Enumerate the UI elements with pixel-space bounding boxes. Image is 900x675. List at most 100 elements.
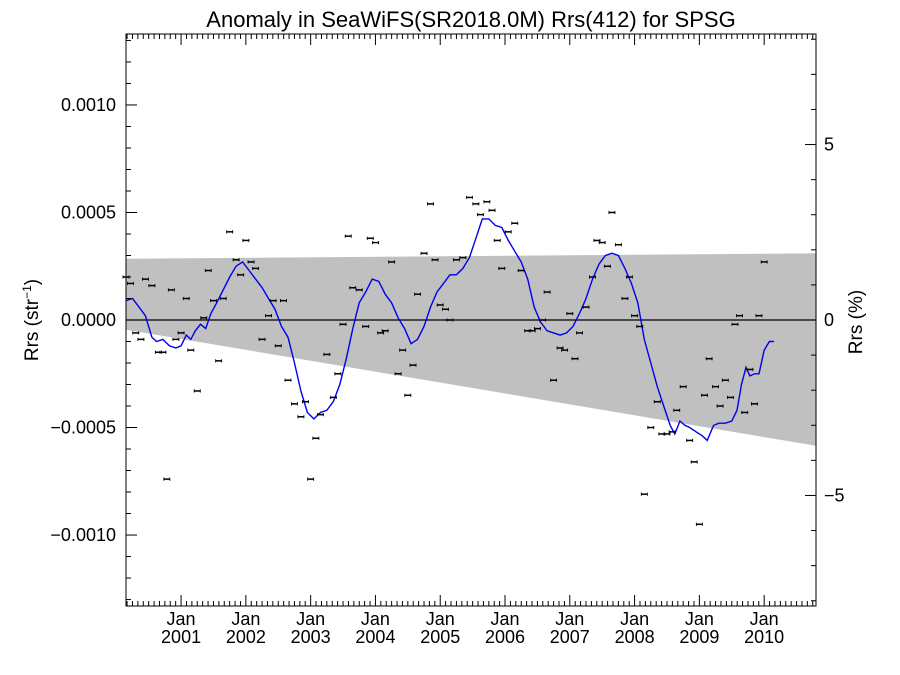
y-tick-label: −0.0010 xyxy=(50,525,116,545)
data-point xyxy=(167,288,175,292)
y2-axis-label: Rrs (%) xyxy=(846,290,867,354)
x-tick-month-label: Jan xyxy=(167,609,196,629)
data-point xyxy=(323,352,331,357)
data-point xyxy=(427,202,434,206)
data-point xyxy=(237,273,245,277)
data-point xyxy=(399,348,407,352)
data-point xyxy=(172,337,180,341)
data-point xyxy=(690,460,698,464)
data-point xyxy=(316,413,324,417)
data-point xyxy=(561,348,569,352)
data-point xyxy=(436,303,444,307)
data-point xyxy=(258,337,266,341)
data-point xyxy=(159,350,167,354)
data-point xyxy=(459,256,467,260)
data-point xyxy=(182,296,190,301)
data-point xyxy=(137,337,145,341)
data-point xyxy=(465,195,473,200)
data-point xyxy=(219,296,227,301)
data-point xyxy=(686,438,694,443)
data-point xyxy=(307,477,315,481)
data-point xyxy=(204,268,212,273)
data-point xyxy=(247,260,255,264)
data-point xyxy=(598,240,606,245)
data-point xyxy=(608,210,616,215)
y2-tick-label: −5 xyxy=(824,485,845,505)
chart-title: Anomaly in SeaWiFS(SR2018.0M) Rrs(412) f… xyxy=(206,7,735,32)
data-point xyxy=(362,324,370,329)
data-point xyxy=(127,281,134,286)
x-tick-month-label: Jan xyxy=(685,609,714,629)
data-point xyxy=(252,266,260,270)
x-tick-year-label: 2003 xyxy=(291,627,331,647)
data-point xyxy=(556,346,564,350)
data-point xyxy=(355,288,363,292)
data-point xyxy=(504,230,512,234)
data-point xyxy=(242,238,250,243)
y2-tick-label: 5 xyxy=(824,135,834,155)
y-tick-label: 0.0000 xyxy=(61,310,116,330)
data-point xyxy=(673,408,681,412)
data-point xyxy=(741,410,749,415)
x-tick-month-label: Jan xyxy=(231,609,260,629)
x-tick-year-label: 2006 xyxy=(485,627,525,647)
data-point xyxy=(344,234,352,238)
data-point xyxy=(476,213,484,217)
data-point xyxy=(349,286,357,290)
x-tick-year-label: 2001 xyxy=(161,627,201,647)
x-tick-month-label: Jan xyxy=(361,609,390,629)
data-point xyxy=(571,357,579,361)
data-point xyxy=(193,389,201,393)
data-point xyxy=(302,400,309,404)
data-point xyxy=(141,277,149,281)
data-point xyxy=(284,378,292,382)
data-point xyxy=(566,311,574,316)
data-point xyxy=(472,202,480,206)
data-point xyxy=(132,331,140,335)
data-point xyxy=(371,240,379,245)
data-point xyxy=(668,430,676,434)
data-point xyxy=(760,260,768,264)
x-tick-year-label: 2005 xyxy=(420,627,460,647)
data-point xyxy=(517,268,525,273)
data-point xyxy=(712,385,720,389)
data-point xyxy=(679,385,687,389)
data-point xyxy=(653,400,661,404)
x-tick-year-label: 2002 xyxy=(226,627,266,647)
data-point xyxy=(226,230,234,234)
data-point xyxy=(511,221,519,225)
data-point xyxy=(493,238,501,243)
x-tick-month-label: Jan xyxy=(555,609,584,629)
data-point xyxy=(381,329,389,333)
data-point xyxy=(232,258,240,262)
data-point xyxy=(751,402,758,406)
data-point xyxy=(377,331,385,335)
data-point xyxy=(414,292,421,296)
data-point xyxy=(420,251,428,255)
data-point xyxy=(334,372,342,376)
data-point xyxy=(539,318,547,322)
x-tick-month-label: Jan xyxy=(750,609,779,629)
data-point xyxy=(593,238,601,243)
data-point xyxy=(528,329,536,333)
data-point xyxy=(631,314,639,318)
data-point xyxy=(576,331,583,335)
data-point xyxy=(265,314,272,318)
data-point xyxy=(394,372,402,376)
data-point xyxy=(409,363,417,367)
data-point xyxy=(200,316,208,320)
data-point xyxy=(339,322,347,326)
data-point xyxy=(640,492,648,496)
data-point xyxy=(727,395,734,400)
data-point xyxy=(388,260,396,264)
data-point xyxy=(431,258,439,262)
uncertainty-band xyxy=(126,253,816,446)
data-point xyxy=(148,283,156,288)
data-point xyxy=(695,522,703,526)
axes: 0.00100.00050.0000−0.0005−0.001050−5Jan2… xyxy=(50,33,845,647)
data-point xyxy=(488,208,496,212)
data-point xyxy=(705,357,713,361)
data-point xyxy=(366,236,374,240)
data-point xyxy=(550,378,558,382)
